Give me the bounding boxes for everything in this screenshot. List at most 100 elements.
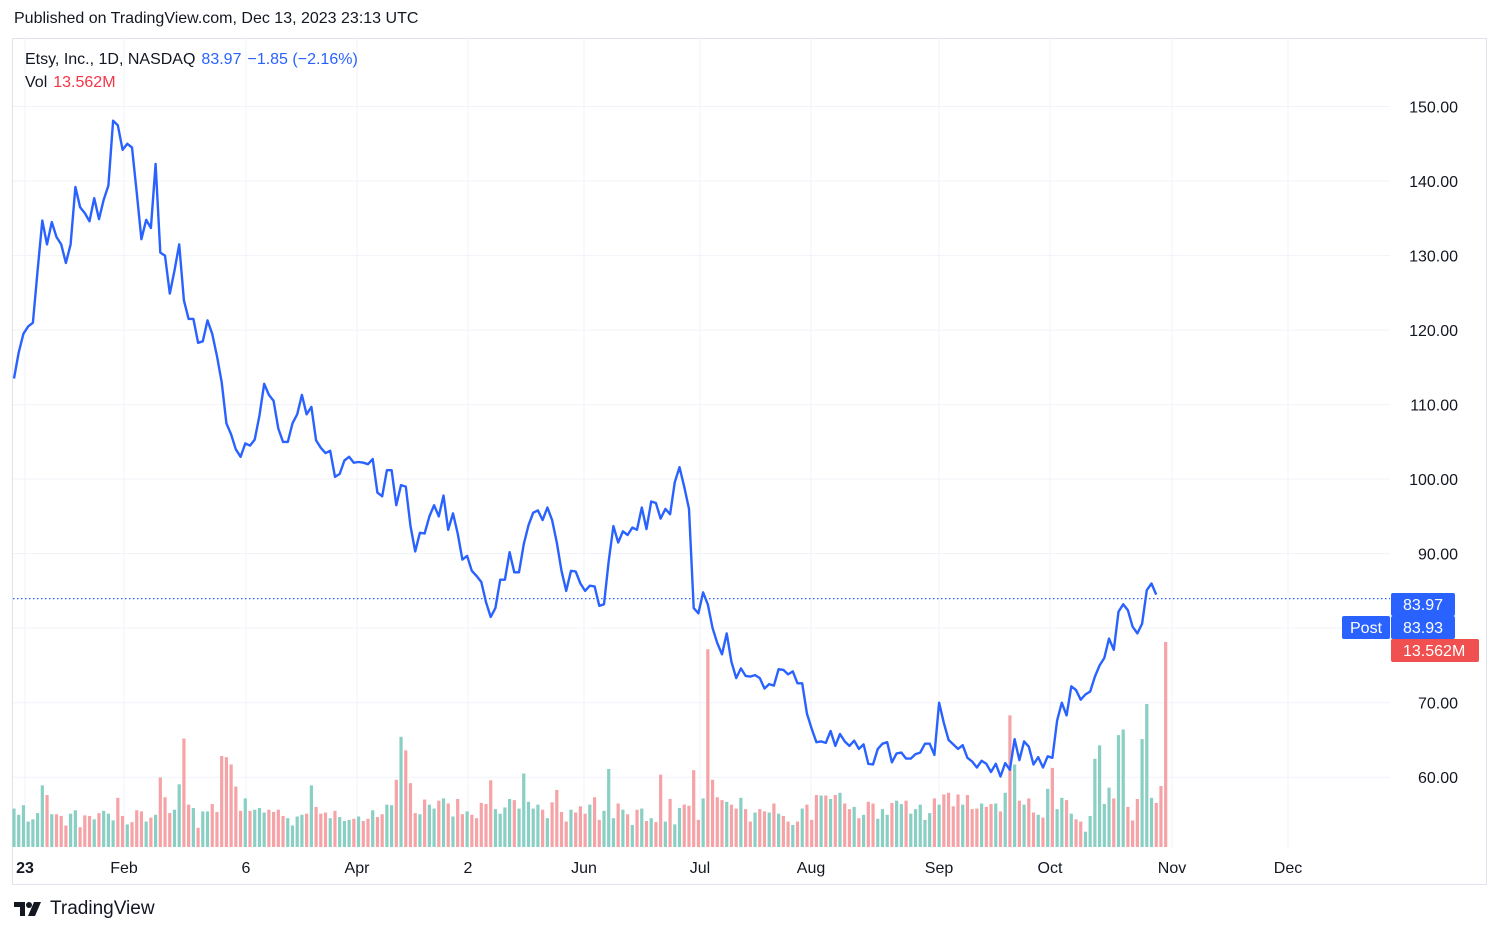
volume-bar [706,649,710,847]
volume-bar [918,804,922,847]
volume-bar [880,809,885,847]
volume-bar [149,817,153,847]
volume-bar [1121,729,1125,847]
volume-bar [427,804,431,847]
volume-bar [257,808,262,847]
time-axis: 23 Feb 6 Apr 2 Jun Jul Aug Sep Oct Nov Dec [16,860,1302,877]
volume-bar [97,813,101,847]
volume-bar [1140,739,1144,847]
volume-bar [135,810,139,847]
x-tick-label: 23 [16,860,34,877]
volume-bar [503,807,507,847]
volume-bar [356,816,361,847]
volume-bar [696,819,700,847]
volume-bar [862,814,866,847]
volume-bar [26,821,30,847]
volume-bar [701,798,705,847]
volume-bar [772,803,776,847]
volume-bar [1041,817,1045,847]
volume-bar [451,816,455,847]
volume-bar [319,813,323,847]
tradingview-footer[interactable]: TradingView [14,898,155,920]
volume-bar [909,813,913,847]
volume-bar [946,792,951,847]
volume-bar [1064,800,1069,847]
legend-symbol: Etsy, Inc., 1D, NASDAQ [25,51,196,68]
volume-bar [786,821,790,847]
volume-bar [479,802,483,847]
legend-price-row: Etsy, Inc., 1D, NASDAQ 83.97 −1.85 (−2.16%… [25,48,358,71]
volume-bar [333,810,337,847]
volume-bar [739,797,743,847]
volume-bar [130,822,134,847]
volume-bar [36,813,40,847]
volume-bar [956,794,960,847]
volume-bar [31,819,35,847]
volume-bar [550,802,554,847]
volume-bar [1098,745,1102,847]
legend-volume-value: 13.562M [53,74,116,91]
volume-bar [895,800,899,847]
volume-bar [654,822,658,847]
volume-bar [366,818,370,847]
volume-bar [828,798,833,847]
volume-tag-background [1391,639,1479,662]
volume-bar [182,738,186,847]
volume-bar [753,812,757,847]
volume-bar [885,814,889,847]
volume-bar [493,809,498,847]
volume-bar [1112,798,1116,847]
tradingview-brand: TradingView [50,898,155,919]
volume-bar [224,757,228,847]
volume-bar [267,809,271,847]
volume-bar [824,795,828,847]
volume-bar [857,818,861,847]
x-tick-label: Aug [797,860,825,877]
volume-bar [659,774,663,847]
volume-bar [819,795,823,847]
volume-bar [342,821,346,847]
volume-bar [338,817,342,847]
y-tick-label: 140.00 [1409,174,1458,191]
volume-bar [399,736,403,847]
volume-bar [989,804,993,847]
post-label: Post [1350,620,1383,637]
volume-bar [111,820,115,847]
volume-bar [1027,798,1031,847]
volume-bar [1050,767,1054,847]
volume-bar [281,815,285,847]
y-tick-label: 130.00 [1409,249,1458,266]
volume-bar [621,809,625,847]
y-tick-label: 90.00 [1418,547,1458,564]
volume-bar [715,797,719,847]
volume-bar [663,821,667,847]
x-tick-label: Nov [1158,860,1186,877]
volume-bar [1079,821,1083,847]
volume-bar [975,808,979,847]
volume-bar [1008,715,1012,847]
last-price-tag-background [1391,593,1455,616]
volume-bar [569,809,573,847]
volume-bar [168,813,172,847]
volume-bar [937,804,941,847]
volume-bar [437,800,441,847]
volume-bar [69,813,73,847]
volume-bar [305,813,309,847]
volume-bar [1145,704,1149,847]
volume-bar [139,811,144,847]
volume-bar [1116,735,1121,847]
volume-bar [286,818,290,847]
chart-legend[interactable]: Etsy, Inc., 1D, NASDAQ 83.97 −1.85 (−2.16%… [25,48,358,94]
volume-bar [687,805,691,847]
volume-bar [810,819,814,847]
volume-bar [474,818,479,847]
volume-bar [404,750,408,847]
volume-bar [64,825,68,847]
volume-bar [1131,820,1135,847]
volume-bar [423,799,427,847]
volume-bar [489,780,493,847]
volume-bar [45,795,49,847]
volume-bar [852,806,856,847]
volume-bar [1159,785,1163,847]
